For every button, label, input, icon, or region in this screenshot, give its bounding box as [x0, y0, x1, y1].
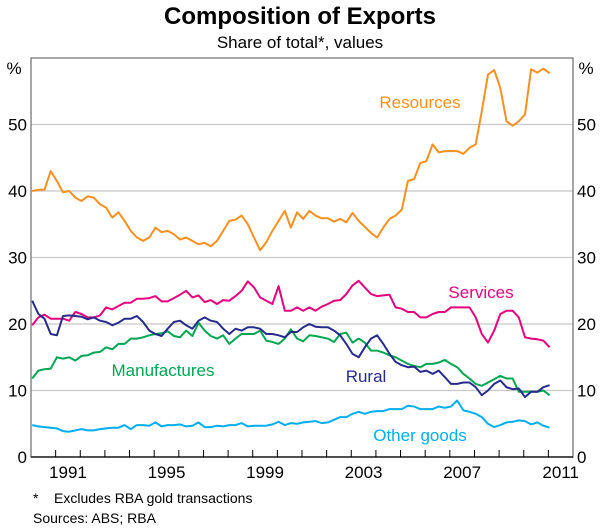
series-line-manufactures — [31, 321, 551, 396]
x-tick-label: 1999 — [246, 463, 284, 482]
y-axis-unit-right: % — [578, 59, 593, 78]
series-label-rural: Rural — [346, 367, 387, 386]
y-tick-label-right: 40 — [577, 182, 596, 201]
x-tick-label: 2007 — [443, 463, 481, 482]
y-tick-label-left: 50 — [8, 116, 27, 135]
y-tick-label-right: 50 — [577, 116, 596, 135]
series-line-resources — [31, 67, 551, 252]
y-tick-label-left: 40 — [8, 182, 27, 201]
x-tick-label: 2003 — [345, 463, 383, 482]
y-tick-label-left: 20 — [8, 315, 27, 334]
x-tick-label: 1995 — [148, 463, 186, 482]
chart-title: Composition of Exports — [164, 3, 436, 30]
y-tick-label-right: 30 — [577, 249, 596, 268]
y-tick-label-right: 10 — [577, 382, 596, 401]
y-tick-label-right: 0 — [577, 448, 586, 467]
series-label-resources: Resources — [379, 93, 460, 112]
y-tick-label-left: 10 — [8, 382, 27, 401]
sources: Sources: ABS; RBA — [33, 510, 157, 526]
series-line-rural — [31, 300, 550, 399]
series-label-services: Services — [448, 283, 513, 302]
x-tick-label: 1991 — [49, 463, 87, 482]
series-label-other-goods: Other goods — [373, 426, 467, 445]
y-tick-label-left: 0 — [18, 448, 27, 467]
y-axis-unit-left: % — [6, 59, 21, 78]
chart-subtitle: Share of total*, values — [217, 33, 383, 52]
y-tick-label-right: 20 — [577, 315, 596, 334]
y-tick-label-left: 30 — [8, 249, 27, 268]
series-line-services — [31, 279, 551, 348]
series-line-other-goods — [31, 399, 550, 433]
footnote: * Excludes RBA gold transactions — [33, 490, 252, 506]
series-label-manufactures: Manufactures — [112, 361, 215, 380]
x-tick-label: 2011 — [542, 463, 579, 482]
